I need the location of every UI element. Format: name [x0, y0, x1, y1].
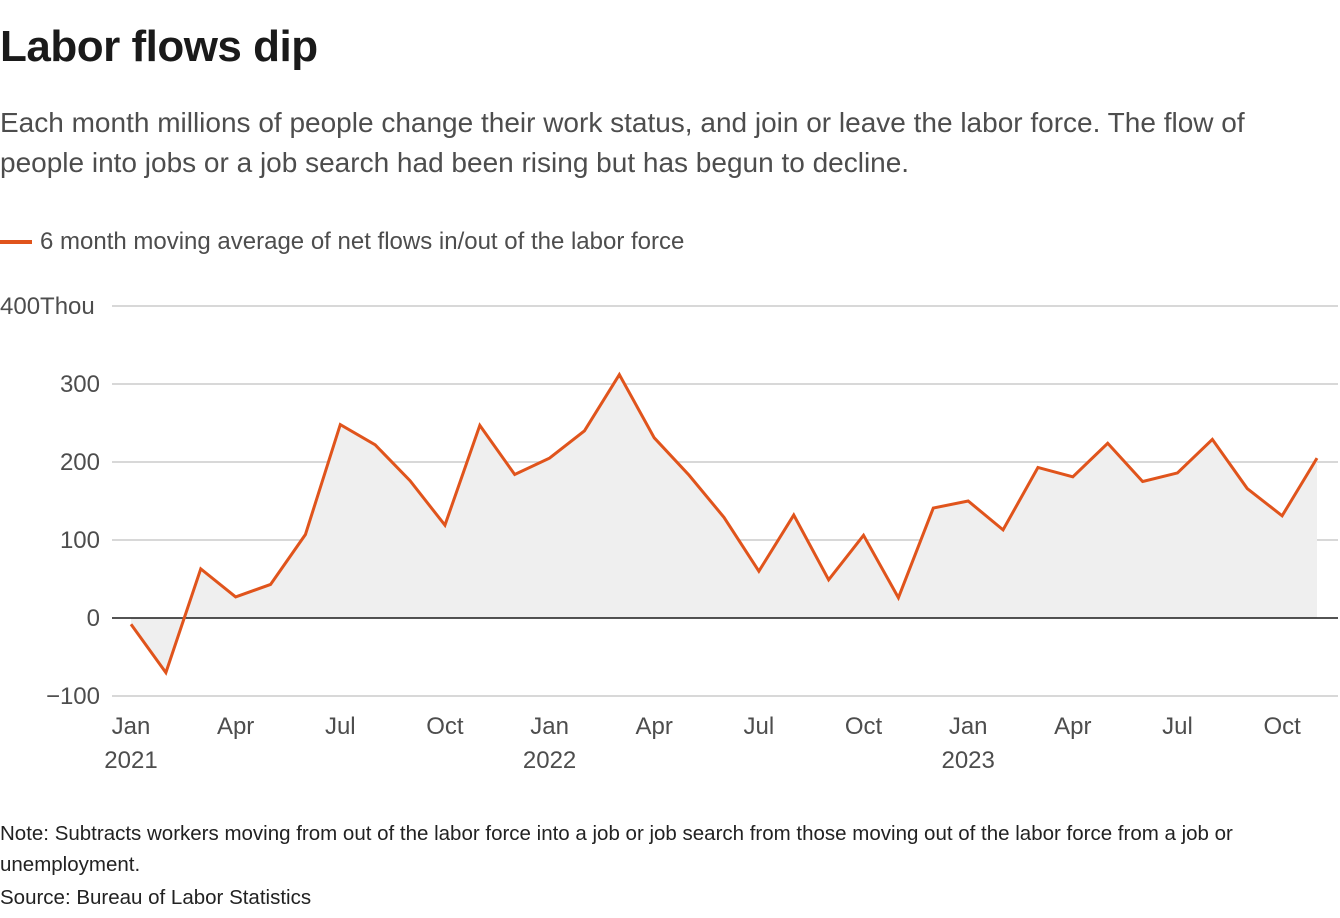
- data-point: [722, 515, 726, 519]
- data-point: [827, 578, 831, 582]
- x-tick-label: Jul: [325, 713, 356, 740]
- data-point: [582, 429, 586, 433]
- footnote: Note: Subtracts workers moving from out …: [0, 822, 1233, 876]
- x-tick-year-label: 2023: [941, 747, 994, 774]
- y-tick-label: −100: [46, 683, 100, 710]
- data-point: [757, 569, 761, 573]
- data-point: [513, 472, 517, 476]
- data-point: [129, 622, 133, 626]
- series-line: [129, 371, 1319, 676]
- x-tick-label: Jan: [112, 713, 151, 740]
- x-tick-year-label: 2022: [523, 747, 576, 774]
- data-point: [234, 595, 238, 599]
- data-point: [548, 456, 552, 460]
- data-point: [966, 499, 970, 503]
- data-point: [1106, 441, 1110, 445]
- x-tick-label: Oct: [426, 713, 464, 740]
- x-tick-label: Jan: [530, 713, 569, 740]
- data-point: [269, 582, 273, 586]
- chart-title: Labor flows dip: [0, 22, 318, 71]
- data-point: [164, 671, 168, 675]
- data-point: [1036, 465, 1040, 469]
- data-point: [931, 506, 935, 510]
- data-point: [478, 423, 482, 427]
- data-point: [1001, 528, 1005, 532]
- x-tick-label: Jul: [1162, 713, 1193, 740]
- y-tick-label: 300: [60, 371, 100, 398]
- data-point: [1315, 456, 1319, 460]
- data-point: [1245, 487, 1249, 491]
- y-tick-label: 0: [87, 605, 100, 632]
- x-tick-label: Apr: [636, 713, 673, 740]
- area-fill: [131, 374, 1317, 673]
- x-tick-label: Apr: [1054, 713, 1091, 740]
- data-point: [1175, 471, 1179, 475]
- data-point: [1280, 514, 1284, 518]
- x-tick-label: Apr: [217, 713, 254, 740]
- data-point: [896, 596, 900, 600]
- x-tick-label: Oct: [845, 713, 883, 740]
- x-tick-label: Oct: [1263, 713, 1301, 740]
- legend-swatch: [0, 240, 32, 244]
- line-chart: 400Thou 300 200 100 0 −100 Jan 2021 Apr Jul Oct Jan…: [0, 293, 1338, 774]
- data-point: [617, 373, 621, 377]
- y-tick-label: 400Thou: [0, 293, 95, 320]
- data-point: [303, 533, 307, 537]
- legend-label: 6 month moving average of net flows in/o…: [40, 228, 685, 255]
- data-point: [338, 423, 342, 427]
- source-credit: Source: Bureau of Labor Statistics: [0, 886, 312, 909]
- data-point: [199, 567, 203, 571]
- data-point: [373, 443, 377, 447]
- data-point: [1210, 437, 1214, 441]
- legend: 6 month moving average of net flows in/o…: [0, 226, 684, 258]
- data-point: [443, 523, 447, 527]
- y-tick-label: 100: [60, 527, 100, 554]
- data-point: [1141, 480, 1145, 484]
- x-tick-label: Jul: [744, 713, 775, 740]
- data-point: [862, 533, 866, 537]
- data-point: [1071, 475, 1075, 479]
- data-point: [687, 473, 691, 477]
- data-point: [652, 436, 656, 440]
- y-tick-label: 200: [60, 449, 100, 476]
- data-point: [408, 479, 412, 483]
- x-tick-label: Jan: [949, 713, 988, 740]
- x-tick-year-label: 2021: [104, 747, 157, 774]
- data-point: [792, 513, 796, 517]
- chart-subtitle: Each month millions of people change the…: [0, 107, 1245, 178]
